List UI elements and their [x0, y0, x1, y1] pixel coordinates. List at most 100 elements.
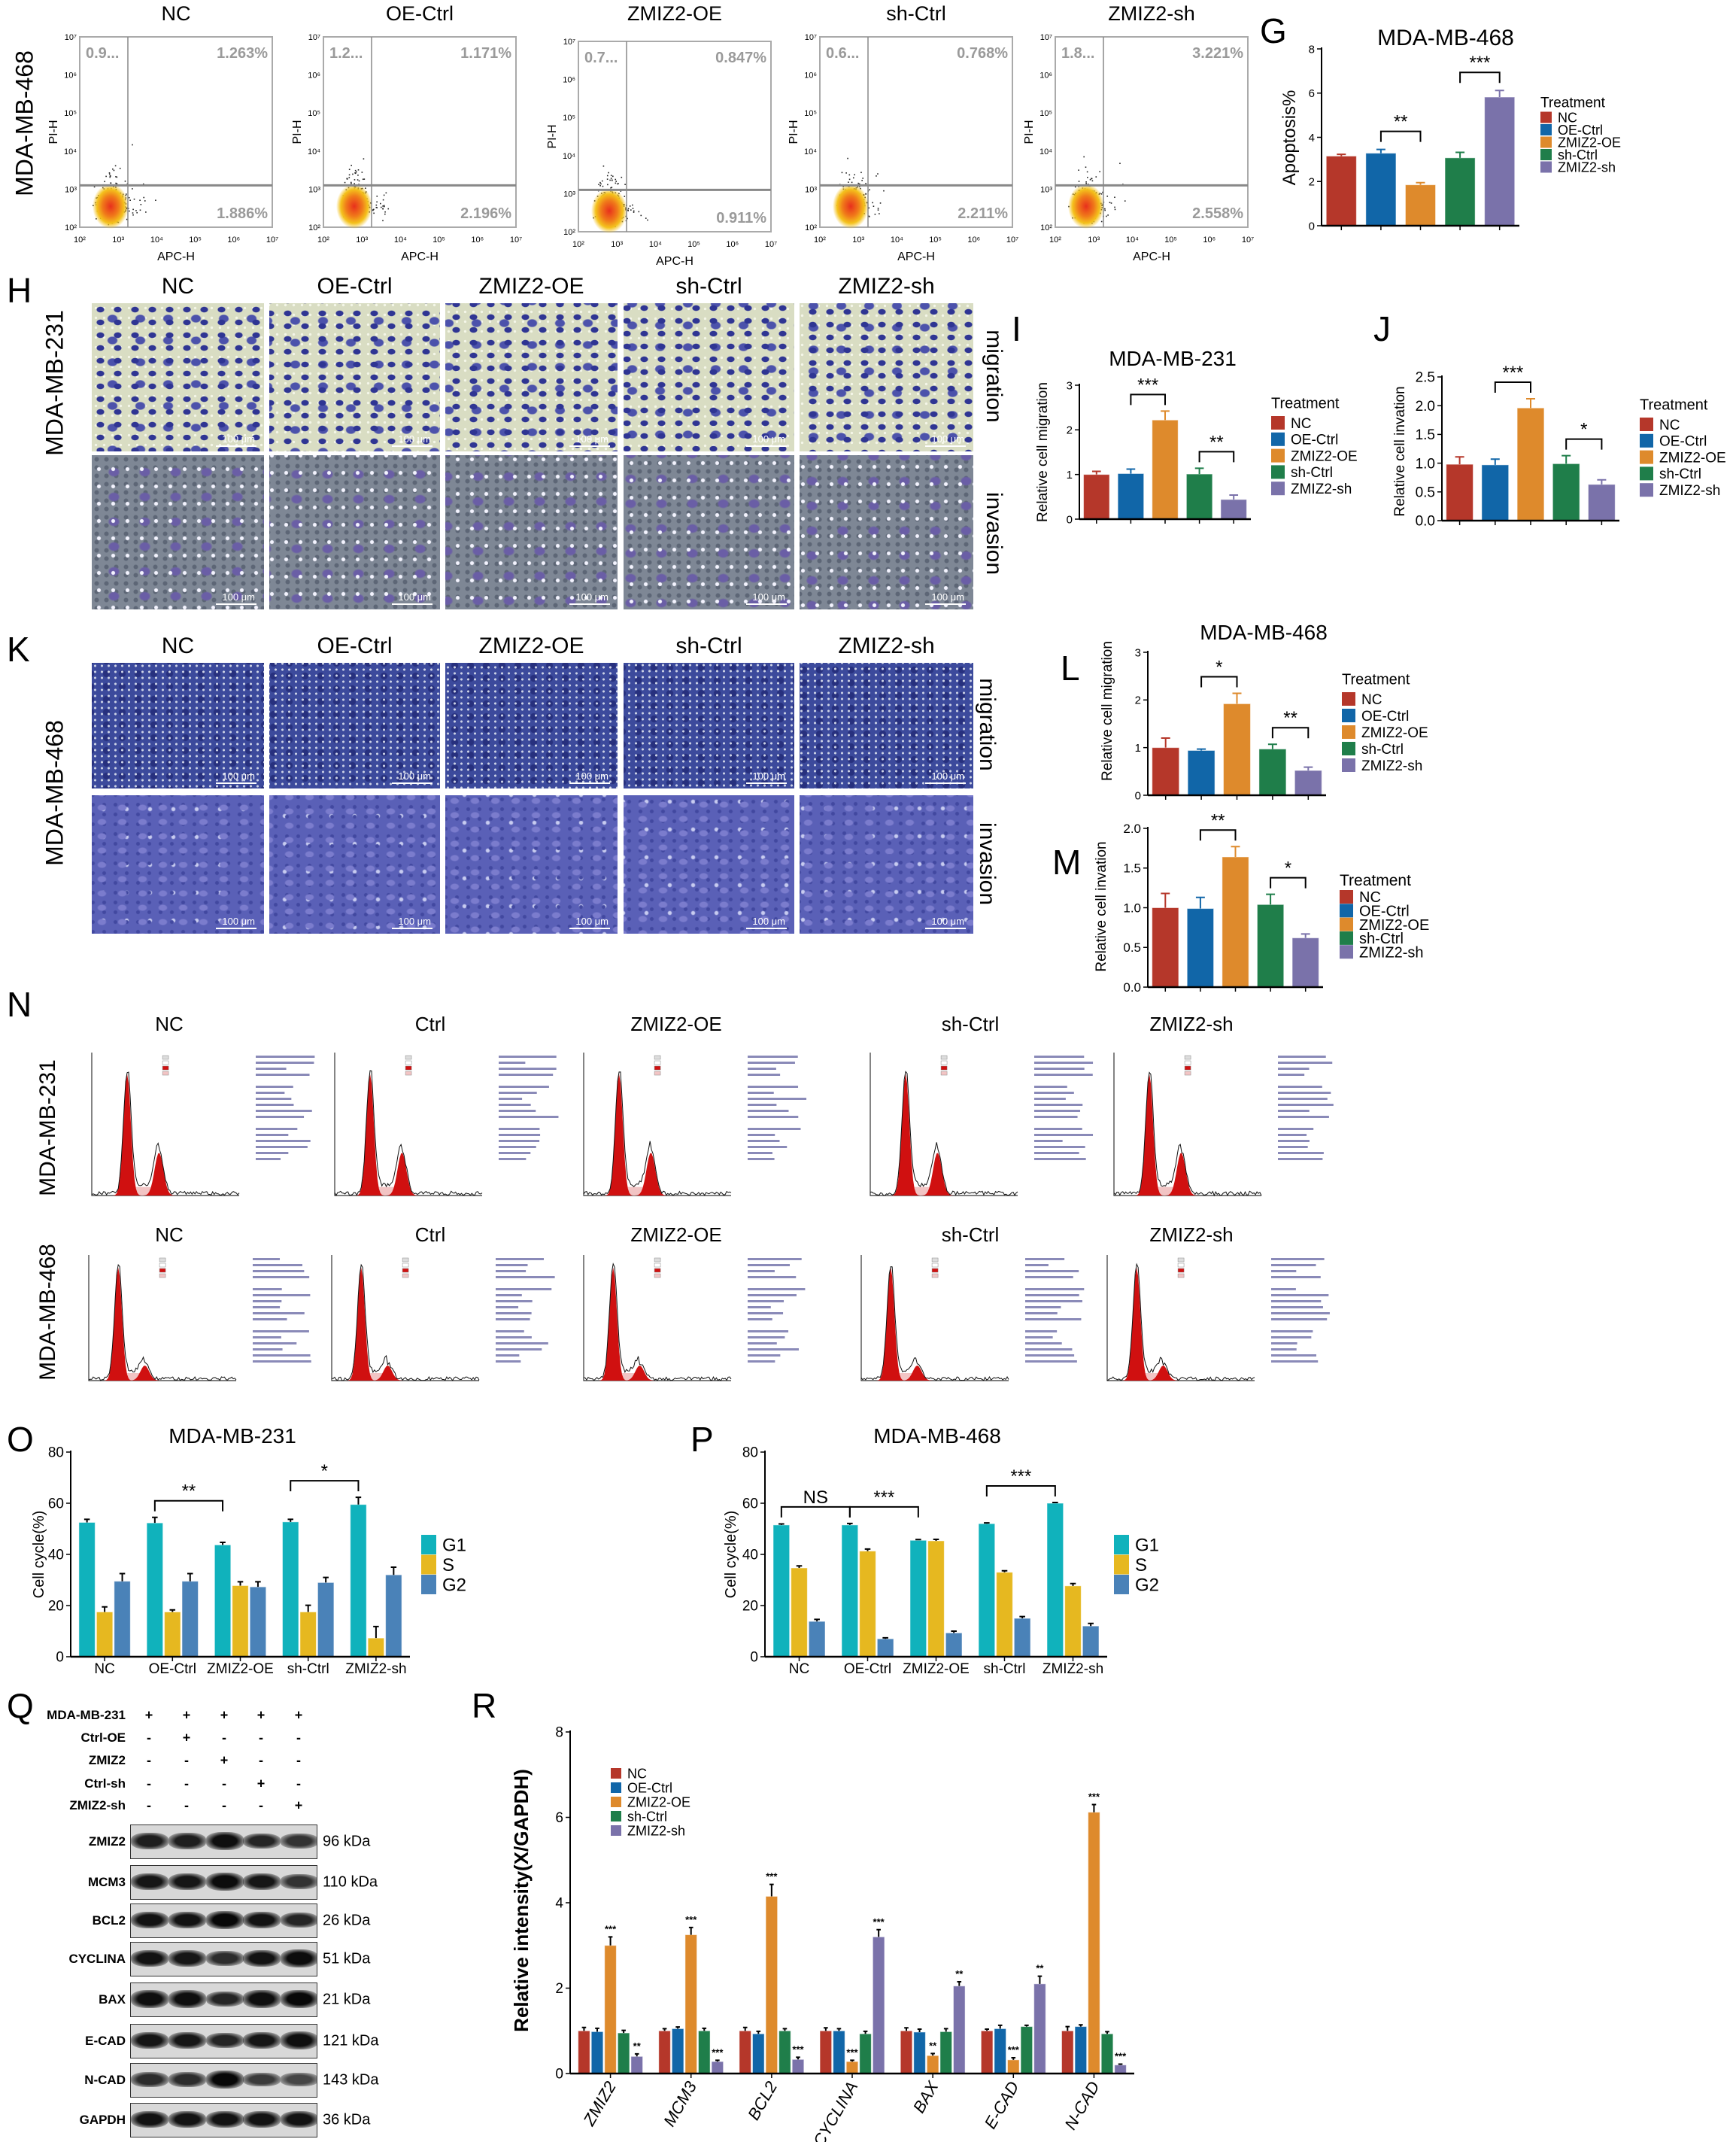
error-bar	[1001, 1569, 1008, 1572]
y-tick-label: 8	[1309, 43, 1315, 56]
legend-swatch	[405, 1060, 412, 1065]
analysis-report-line	[499, 1152, 531, 1154]
legend-swatch	[654, 1262, 661, 1268]
analysis-report-line	[1271, 1354, 1317, 1357]
g1-peak	[870, 1074, 1018, 1196]
x-tick-label: NC	[94, 1661, 114, 1677]
bar-zmiz2-oe	[1516, 407, 1545, 521]
protein-band	[281, 1874, 317, 1889]
event-dot	[629, 205, 631, 207]
event-dot	[608, 172, 609, 174]
event-dot	[375, 206, 378, 208]
legend-label: S	[442, 1555, 454, 1575]
molecular-weight-label: 36 kDa	[323, 2111, 371, 2128]
error-bar	[1495, 90, 1504, 98]
y-tick-label: 0	[1309, 220, 1315, 232]
bar-nc	[1325, 155, 1357, 226]
histogram-outline	[860, 1266, 1009, 1381]
significance-bracket	[290, 1480, 360, 1492]
legend-swatch	[1114, 1575, 1129, 1594]
flow-plot-nc: NC 0.9... 1.263% 1.886% 10² 10³ 10⁴ 10⁵ 10⁶ 10⁷ 10…	[47, 2, 278, 263]
analysis-report-line	[1271, 1300, 1322, 1302]
event-dot	[1083, 156, 1085, 158]
bar-zmiz2-oe	[1404, 184, 1437, 226]
event-dot	[1100, 193, 1103, 195]
error-bar	[943, 2028, 948, 2032]
significance-label: ***	[1008, 2044, 1020, 2055]
panel-letter-o: O	[7, 1420, 34, 1459]
event-dot	[119, 167, 121, 169]
g1-peak	[92, 1074, 239, 1196]
legend-swatch	[1271, 416, 1285, 430]
bar-zmiz2-sh-s	[367, 1637, 385, 1657]
legend-swatch	[940, 1071, 948, 1076]
analysis-report-line	[256, 1062, 314, 1064]
bar-mcm3-sh-ctrl	[698, 2030, 711, 2074]
event-dot	[382, 205, 384, 207]
x-tick-label: 10⁶	[967, 235, 980, 245]
event-dot	[612, 175, 614, 178]
scale-bar: 100 μm	[569, 591, 610, 605]
y-tick-label: 0.0	[1416, 514, 1435, 530]
legend-label: G1	[1135, 1536, 1159, 1556]
event-dot	[610, 178, 612, 179]
protein-band	[206, 1911, 244, 1929]
scale-bar: 100 μm	[925, 770, 966, 784]
dna-histogram	[860, 1255, 1085, 1381]
invasion-micrograph: 100 μm	[624, 795, 794, 934]
analysis-report-line	[748, 1092, 774, 1094]
analysis-report-line	[748, 1056, 798, 1058]
error-bar	[742, 2026, 748, 2031]
lane-sign: -	[296, 1730, 301, 1746]
legend-label: OE-Ctrl	[1558, 123, 1603, 138]
x-tick-label: 10⁴	[891, 235, 903, 245]
legend-label: S	[1135, 1555, 1147, 1575]
event-dot	[599, 181, 601, 184]
bar-n-cad-nc	[1061, 2030, 1074, 2074]
quadrant-ur-value: 1.171%	[460, 45, 511, 62]
event-dot	[385, 192, 387, 194]
x-tick-label: N-CAD	[1061, 2078, 1103, 2133]
x-tick-label: 10³	[611, 240, 623, 249]
error-bar	[1232, 692, 1242, 704]
legend-swatch	[1640, 433, 1653, 448]
bar-n-cad-oe-ctrl	[1074, 2026, 1088, 2074]
event-dot	[848, 178, 851, 181]
y-tick-label: 2.5	[1416, 370, 1435, 386]
event-dot	[136, 211, 138, 214]
scale-bar: 100 μm	[746, 916, 787, 929]
analysis-report-line	[1278, 1074, 1305, 1076]
analysis-report-line	[748, 1158, 775, 1160]
invasion-micrograph: 100 μm	[445, 455, 618, 609]
legend-swatch	[1340, 931, 1353, 945]
error-bar	[187, 1572, 193, 1581]
significance-label: ***	[846, 2046, 858, 2058]
histogram-outline	[334, 1070, 483, 1196]
bar-zmiz2-zmiz2-sh	[630, 2055, 644, 2074]
event-dot	[620, 190, 622, 192]
legend-swatch	[162, 1071, 169, 1076]
y-tick-label: 1	[1135, 742, 1141, 755]
histogram-outline	[1113, 1071, 1262, 1197]
legend-swatch	[162, 1065, 169, 1071]
analysis-report-line	[1278, 1146, 1308, 1148]
legend-swatch	[159, 1257, 166, 1262]
protein-label: ZMIZ2	[88, 1834, 126, 1849]
significance-bracket	[1459, 71, 1501, 84]
flow-plot-zmiz2-oe: ZMIZ2-OE 0.7... 0.847% 0.911% 10² 10³ 10⁴ 10⁵ 10…	[546, 2, 777, 268]
scale-bar: 100 μm	[569, 916, 610, 929]
analysis-report-line	[1271, 1330, 1313, 1332]
analysis-report-line	[499, 1128, 540, 1130]
analysis-report-line	[1271, 1342, 1297, 1344]
protein-band	[131, 1949, 168, 1967]
bar-bax-nc	[900, 2030, 913, 2074]
analysis-report-line	[748, 1294, 797, 1296]
y-tick-label: 10⁷	[563, 38, 575, 47]
significance-label: ***	[873, 1916, 885, 1928]
bar-nc-g2	[808, 1621, 826, 1657]
histogram-title: Ctrl	[414, 1013, 446, 1035]
significance-label: *	[321, 1461, 328, 1481]
analysis-report-line	[748, 1116, 799, 1118]
histogram-outline	[583, 1262, 732, 1381]
